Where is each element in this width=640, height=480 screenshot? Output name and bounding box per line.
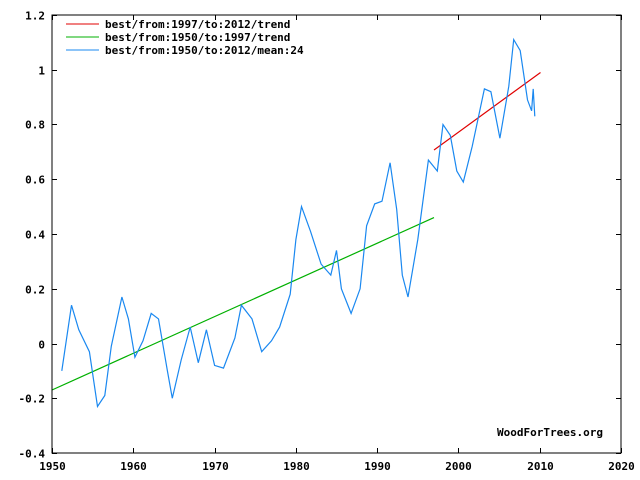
- y-tick-label: -0.2: [19, 393, 46, 406]
- watermark: WoodForTrees.org: [497, 426, 603, 439]
- series-mean-24-line: [61, 37, 536, 409]
- series-trend-1950-1997-line: [51, 217, 435, 391]
- x-tick-label: 1980: [283, 460, 310, 473]
- y-tick-label: -0.4: [19, 448, 46, 461]
- legend-label: best/from:1950/to:1997/trend: [105, 31, 290, 44]
- y-tick-label: 0.4: [25, 229, 45, 242]
- x-tick-label: 2000: [445, 460, 472, 473]
- x-tick-label: 1970: [202, 460, 229, 473]
- y-tick-label: 0.2: [25, 284, 45, 297]
- series-trend-1997-2012: [433, 72, 541, 151]
- legend-label: best/from:1997/to:2012/trend: [105, 18, 290, 31]
- legend: best/from:1997/to:2012/trendbest/from:19…: [66, 18, 304, 57]
- y-tick-label: 0.6: [25, 174, 45, 187]
- x-tick-label: 1990: [364, 460, 391, 473]
- x-tick-label: 2010: [527, 460, 554, 473]
- y-tick-label: 0: [38, 339, 45, 352]
- series-layer: [51, 37, 541, 409]
- plot-frame: [51, 14, 622, 454]
- x-tick-label: 1960: [120, 460, 147, 473]
- y-tick-label: 1: [38, 65, 45, 78]
- x-tick-label: 1950: [39, 460, 66, 473]
- y-tick-label: 1.2: [25, 10, 45, 23]
- x-tick-label: 2020: [608, 460, 635, 473]
- ticks-layer: 1950 1960 1970 1980 1990 2000 2010 2020 -0.4 -0.2…: [19, 10, 635, 474]
- series-mean-24: [61, 37, 536, 409]
- y-tick-label: 0.8: [25, 119, 45, 132]
- legend-label: best/from:1950/to:2012/mean:24: [105, 44, 304, 57]
- series-trend-1997-2012-line: [433, 72, 541, 151]
